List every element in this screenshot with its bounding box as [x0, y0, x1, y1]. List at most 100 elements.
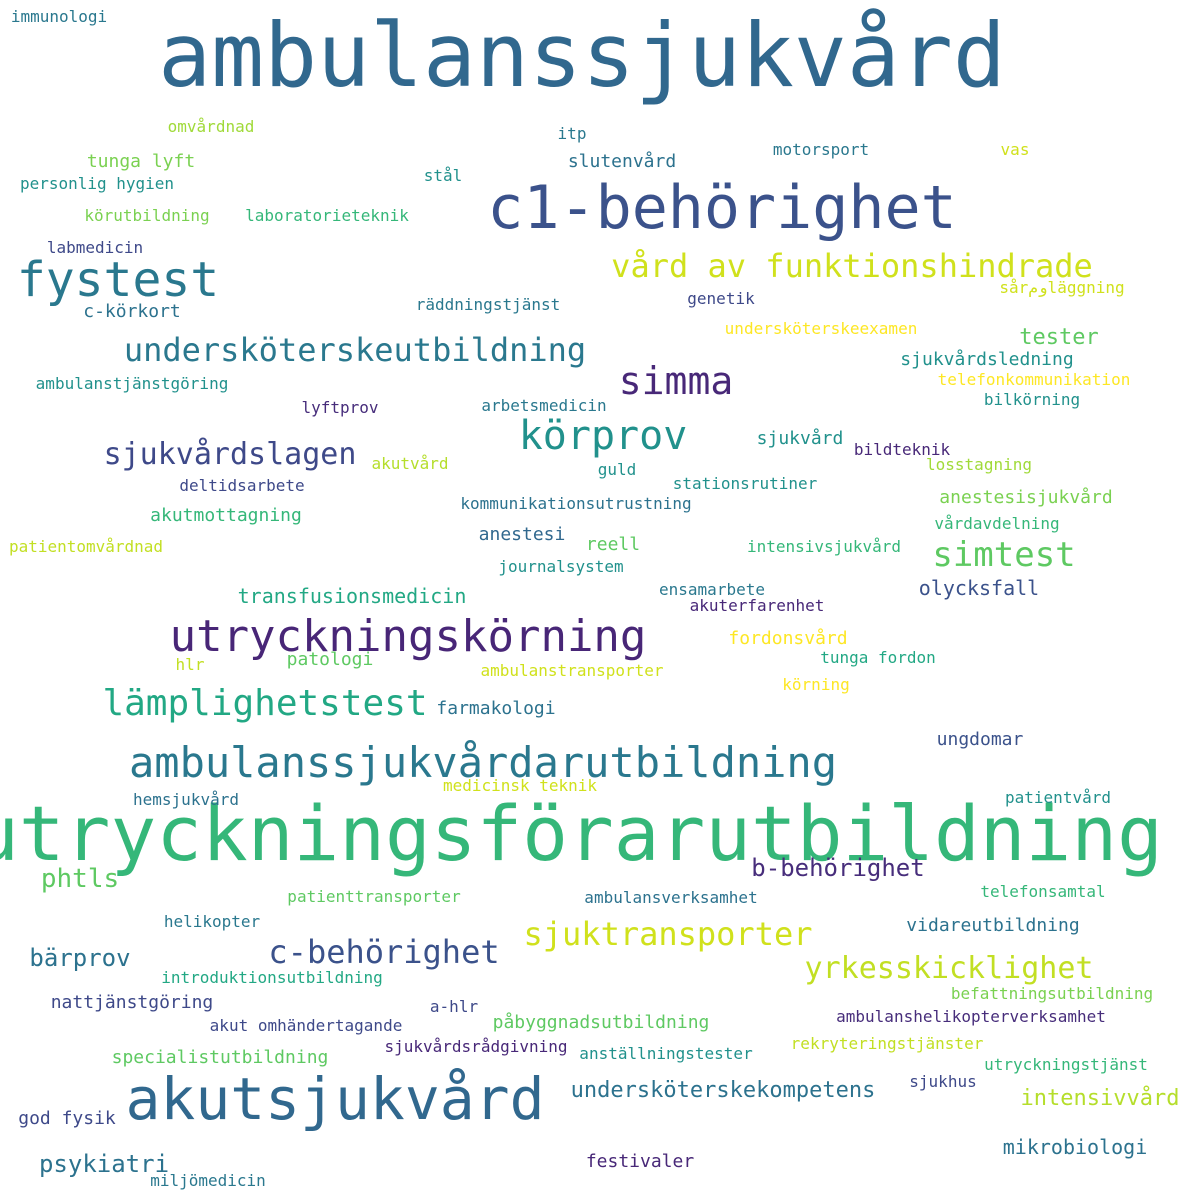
word-korning: körning: [782, 675, 850, 694]
word-vas: vas: [1000, 140, 1030, 159]
word-lyftprov: lyftprov: [301, 398, 379, 417]
word-deltidsarbete: deltidsarbete: [179, 476, 305, 495]
word-sjukvardsledning: sjukvårdsledning: [900, 349, 1074, 370]
word-vard-av-funktionshindrade: vård av funktionshindrade: [611, 247, 1093, 285]
word-phtls: phtls: [40, 864, 120, 894]
word-c1-behorighet: c1-behörighet: [487, 173, 957, 243]
word-psykiatri: psykiatri: [38, 1150, 170, 1178]
word-laboratorieteknik: laboratorieteknik: [245, 206, 409, 225]
word-ambulanshelikopterverksamhet: ambulanshelikopterverksamhet: [836, 1007, 1106, 1026]
word-nattjanstgoring: nattjänstgöring: [50, 992, 214, 1013]
word-underskoterskekompetens: undersköterskekompetens: [570, 1078, 876, 1103]
word-genetik: genetik: [687, 289, 755, 308]
word-arbetsmedicin: arbetsmedicin: [481, 396, 607, 415]
word-vidareutbildning: vidareutbildning: [906, 915, 1080, 936]
word-ambulanstransporter: ambulanstransporter: [480, 661, 664, 680]
word-yrkesskicklighet: yrkesskicklighet: [804, 951, 1094, 986]
word-miljomedicin: miljömedicin: [150, 1171, 266, 1190]
word-losstagning: losstagning: [926, 455, 1032, 474]
word-ambulansverksamhet: ambulansverksamhet: [584, 888, 758, 907]
word-akutmottagning: akutmottagning: [150, 505, 302, 526]
word-underskoterskeutbildning: undersköterskeutbildning: [123, 331, 587, 369]
word-korutbildning: körutbildning: [84, 206, 210, 225]
word-immunologi: immunologi: [10, 7, 108, 26]
word-omvardnad: omvårdnad: [167, 117, 255, 136]
word-ungdomar: ungdomar: [936, 729, 1024, 750]
word-simma: simma: [618, 359, 734, 403]
word-bilkorning: bilkörning: [983, 390, 1081, 409]
word-utryckningstjanst: utryckningstjänst: [984, 1055, 1148, 1074]
word-c-korkort: c-körkort: [83, 301, 181, 322]
word-sjukvardslagen: sjukvårdslagen: [103, 437, 357, 472]
word-ambulanssjukvard: ambulanssjukvård: [158, 4, 1006, 107]
word-tunga-lyft: tunga lyft: [86, 151, 196, 172]
word-sjukvardsradgivning: sjukvårdsrådgivning: [384, 1037, 568, 1056]
word-festivaler: festivaler: [585, 1151, 695, 1172]
word-patienttransporter: patienttransporter: [287, 887, 461, 906]
word-reell: reell: [585, 534, 641, 555]
word-underskoterskeexamen: undersköterskeexamen: [724, 319, 918, 338]
word-ambulanssjukvardarutbildning: ambulanssjukvårdarutbildning: [128, 738, 838, 787]
word-vardavdelning: vårdavdelning: [934, 514, 1060, 533]
word-a-hlr: a-hlr: [429, 997, 479, 1016]
word-patologi: patologi: [286, 649, 374, 670]
word-anestesisjukvard: anestesisjukvård: [939, 487, 1113, 508]
word-b-behorighet: b-behörighet: [751, 854, 925, 882]
word-tester: tester: [1019, 325, 1099, 350]
word-motorsport: motorsport: [772, 140, 870, 159]
word-introduktionsutbildning: introduktionsutbildning: [161, 968, 383, 987]
word-helikopter: helikopter: [163, 912, 261, 931]
word-patientvard: patientvård: [1005, 788, 1111, 807]
word-fordonsvard: fordonsvård: [728, 628, 848, 649]
word-medicinsk-teknik: medicinsk teknik: [442, 776, 598, 795]
word-journalsystem: journalsystem: [498, 557, 624, 576]
word-fystest: fystest: [16, 252, 220, 308]
word-sjukvard: sjukvård: [756, 428, 844, 449]
word-simtest: simtest: [932, 535, 1076, 575]
word-raddningstjanst: räddningstjänst: [415, 295, 561, 314]
word-slutenvard: slutenvård: [567, 151, 677, 172]
word-bildteknik: bildteknik: [853, 440, 951, 459]
word-akuterfarenhet: akuterfarenhet: [689, 596, 825, 615]
word-akut-omhandertagande: akut omhändertagande: [209, 1016, 403, 1035]
word-akutsjukvard: akutsjukvård: [125, 1065, 545, 1133]
word-god-fysik: god fysik: [18, 1108, 116, 1129]
word-guld: guld: [597, 460, 637, 479]
word-anestesi: anestesi: [478, 524, 566, 545]
word-personlig-hygien: personlig hygien: [19, 174, 175, 193]
word-intensivvard: intensivvård: [1020, 1086, 1180, 1111]
word-telefonkommunikation: telefonkommunikation: [937, 370, 1131, 389]
word-befattningsutbildning: befattningsutbildning: [950, 984, 1154, 1003]
word-c-behorighet: c-behörighet: [268, 933, 500, 971]
word-akutvard: akutvård: [371, 454, 449, 473]
word-itp: itp: [557, 124, 587, 143]
word-patientomvardnad: patientomvårdnad: [8, 537, 164, 556]
word-farmakologi: farmakologi: [436, 698, 556, 719]
word-anstallningstester: anställningstester: [579, 1044, 753, 1063]
word-rekryteringstjanster: rekryteringstjänster: [790, 1034, 984, 1053]
word-transfusionsmedicin: transfusionsmedicin: [237, 584, 467, 608]
word-hemsjukvard: hemsjukvård: [133, 790, 239, 809]
word-kommunikationsutrustning: kommunikationsutrustning: [460, 494, 692, 513]
word-ensamarbete: ensamarbete: [659, 580, 765, 599]
word-ambulanstjanstgoring: ambulanstjänstgöring: [35, 374, 229, 393]
word-lamplighetstest: lämplighetstest: [102, 683, 428, 724]
word-olycksfall: olycksfall: [918, 576, 1040, 600]
word-sar-laggning: sårومläggning: [999, 278, 1125, 297]
word-stal: stål: [423, 166, 463, 185]
word-telefonsamtal: telefonsamtal: [980, 882, 1106, 901]
word-korprov: körprov: [518, 413, 688, 459]
word-mikrobiologi: mikrobiologi: [1002, 1135, 1148, 1159]
word-sjuktransporter: sjuktransporter: [523, 915, 813, 953]
word-barprov: bärprov: [29, 944, 131, 972]
word-tunga-fordon: tunga fordon: [820, 648, 936, 667]
word-utryckningskorning: utryckningskörning: [169, 611, 647, 662]
word-intensivsjukvard: intensivsjukvård: [746, 537, 902, 556]
word-labmedicin: labmedicin: [46, 238, 144, 257]
word-sjukhus: sjukhus: [909, 1072, 977, 1091]
word-stationsrutiner: stationsrutiner: [672, 474, 818, 493]
word-pabyggnadsutbildning: påbyggnadsutbildning: [492, 1012, 710, 1033]
word-utryckningsforarutbildning: utryckningsförarutbildning: [0, 789, 1163, 878]
word-hlr: hlr: [175, 655, 205, 674]
